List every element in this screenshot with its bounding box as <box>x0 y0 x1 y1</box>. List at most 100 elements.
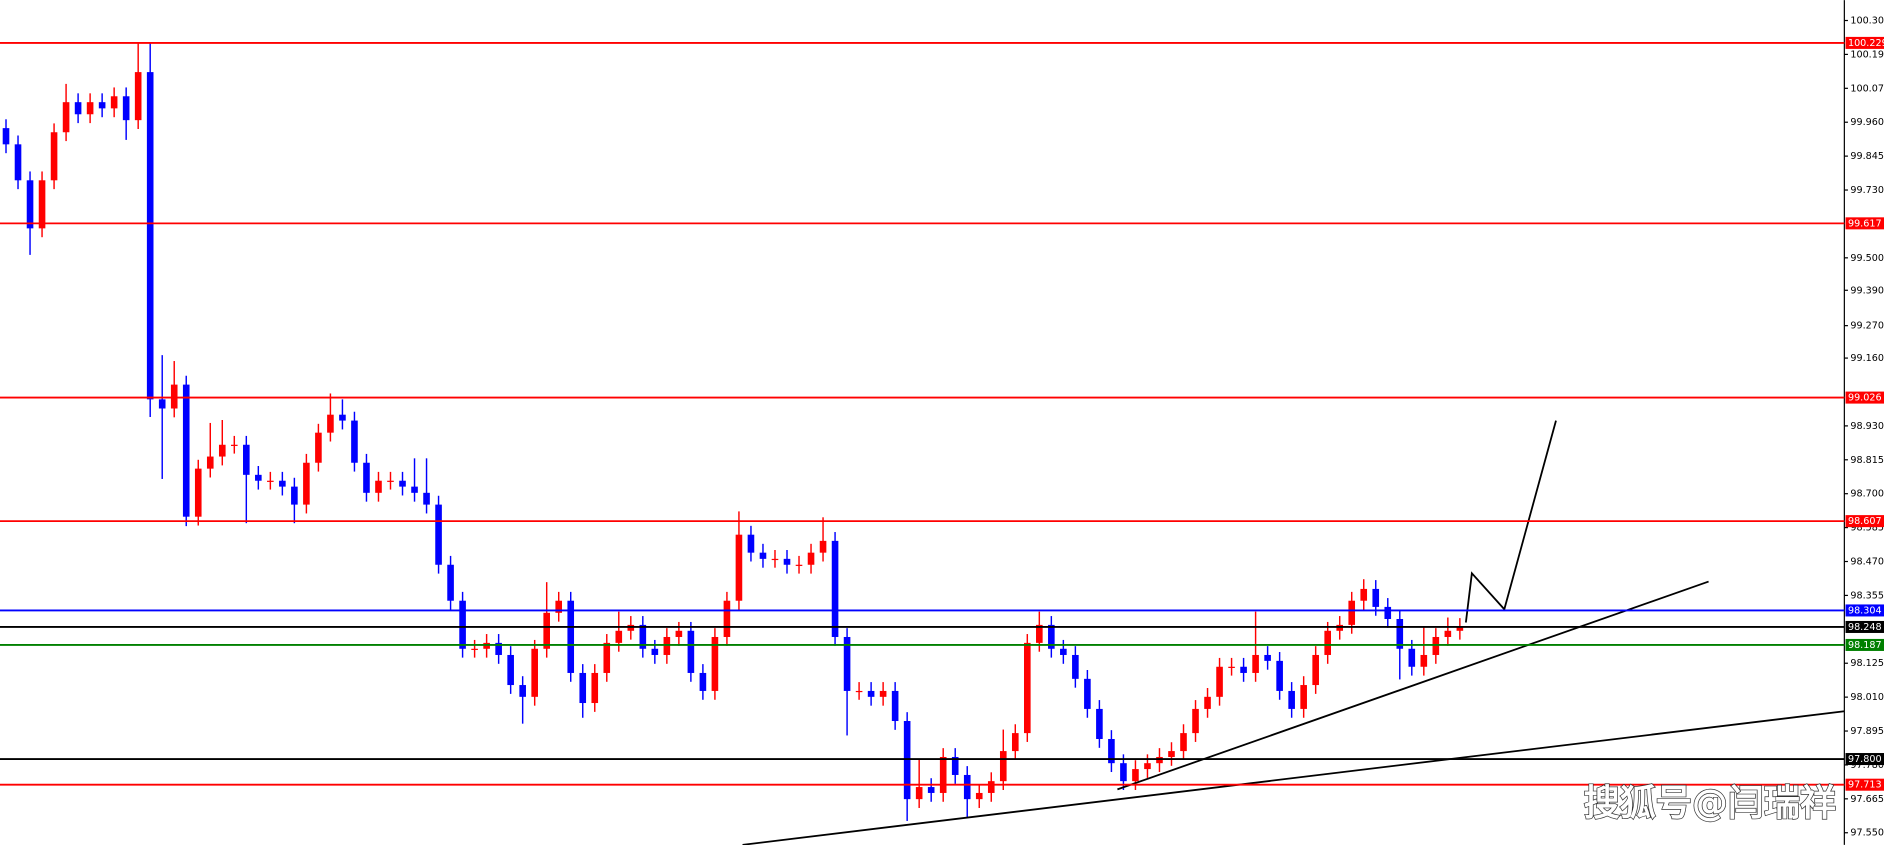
level-label: 98.248 <box>1848 622 1882 633</box>
candle-body <box>351 420 358 463</box>
y-tick-label: 97.665 <box>1850 794 1884 805</box>
level-label: 97.800 <box>1848 754 1882 765</box>
candle-body <box>255 474 262 481</box>
level-label-box <box>1845 778 1884 791</box>
candle-body <box>591 672 599 704</box>
candle-body <box>435 504 442 565</box>
candle-body <box>795 564 803 566</box>
candle-body <box>1156 756 1163 764</box>
candle-body <box>1168 751 1175 757</box>
candle-body <box>807 552 815 565</box>
candle-body <box>399 480 406 487</box>
level-label: 98.187 <box>1848 640 1882 651</box>
candle-body <box>1011 733 1019 752</box>
candle-body <box>1324 630 1331 655</box>
candle-body <box>711 636 719 691</box>
candle-body <box>1060 648 1067 655</box>
y-tick-label: 98.010 <box>1850 692 1884 703</box>
candle-body <box>1444 630 1452 637</box>
candle-body <box>303 462 310 505</box>
level-label: 99.617 <box>1848 218 1882 229</box>
y-tick-label: 98.815 <box>1850 455 1884 466</box>
candle-body <box>1180 733 1187 752</box>
level-label: 99.026 <box>1848 393 1882 404</box>
candle-body <box>1192 708 1199 734</box>
y-tick-label: 99.390 <box>1850 285 1884 296</box>
candle-body <box>747 534 755 553</box>
candle-body <box>1456 626 1464 631</box>
candle-body <box>615 630 623 643</box>
candle-body <box>1108 738 1115 764</box>
candle-body <box>1084 678 1091 709</box>
candle-body <box>903 721 911 800</box>
candle-body <box>567 600 575 673</box>
candle-body <box>14 144 22 181</box>
candle-body <box>146 72 154 400</box>
candle-body <box>927 787 935 793</box>
y-tick-label: 98.930 <box>1850 421 1884 432</box>
y-tick-label: 99.500 <box>1850 253 1884 264</box>
y-tick-label: 98.125 <box>1850 658 1884 669</box>
candle-body <box>327 414 334 433</box>
candle-body <box>182 384 190 517</box>
candle-body <box>218 444 226 457</box>
candle-body <box>471 648 478 650</box>
candle-body <box>1216 666 1223 697</box>
y-tick-label: 98.355 <box>1850 590 1884 601</box>
candle-body <box>1372 588 1380 607</box>
candle-body <box>651 648 659 655</box>
candle-body <box>447 564 454 601</box>
trend-line <box>1464 420 1557 623</box>
candle-body <box>1348 600 1356 625</box>
candle-body <box>675 630 683 637</box>
candle-body <box>459 600 466 649</box>
trend-line <box>742 710 1845 845</box>
candle-body <box>230 444 238 446</box>
candle-body <box>951 756 959 775</box>
level-label-box <box>1845 753 1884 766</box>
candle-body <box>855 690 863 693</box>
candle-body <box>939 756 947 793</box>
level-label-box <box>1845 36 1884 49</box>
candle-body <box>194 468 202 517</box>
y-tick-label: 97.780 <box>1850 760 1884 771</box>
y-tick-label: 99.845 <box>1850 151 1884 162</box>
candle-body <box>843 636 851 691</box>
y-tick-label: 99.270 <box>1850 321 1884 332</box>
candle-body <box>831 540 839 637</box>
candle-body <box>158 399 166 409</box>
candle-body <box>387 480 394 482</box>
candle-body <box>206 456 214 469</box>
candle-body <box>1120 763 1127 782</box>
candle-body <box>1204 696 1211 709</box>
y-tick-label: 98.700 <box>1850 489 1884 500</box>
candle-body <box>2 128 10 145</box>
candle-body <box>639 624 647 649</box>
candle-body <box>1240 666 1247 673</box>
candle-body <box>543 612 551 649</box>
candle-body <box>98 102 106 109</box>
y-tick-label: 99.960 <box>1850 117 1884 128</box>
candle-body <box>363 462 370 493</box>
candle-body <box>1384 606 1392 620</box>
candle-body <box>315 432 322 463</box>
candle-body <box>531 648 538 697</box>
level-label-box <box>1845 515 1884 528</box>
y-tick-label: 97.895 <box>1850 726 1884 737</box>
candle-body <box>975 792 983 800</box>
candle-body <box>1360 588 1368 601</box>
y-tick-label: 98.470 <box>1850 557 1884 568</box>
candle-body <box>1036 624 1043 643</box>
candle-body <box>1276 660 1283 691</box>
candle-body <box>495 642 502 655</box>
candle-body <box>603 642 611 673</box>
candle-body <box>1072 654 1079 679</box>
candle-body <box>375 480 382 493</box>
candle-body <box>38 180 46 229</box>
candle-body <box>519 685 526 697</box>
y-tick-label: 100.190 <box>1850 49 1884 60</box>
watermark: 搜狐号@闫瑞祥 <box>1584 783 1836 824</box>
y-tick-label: 98.585 <box>1850 523 1884 534</box>
